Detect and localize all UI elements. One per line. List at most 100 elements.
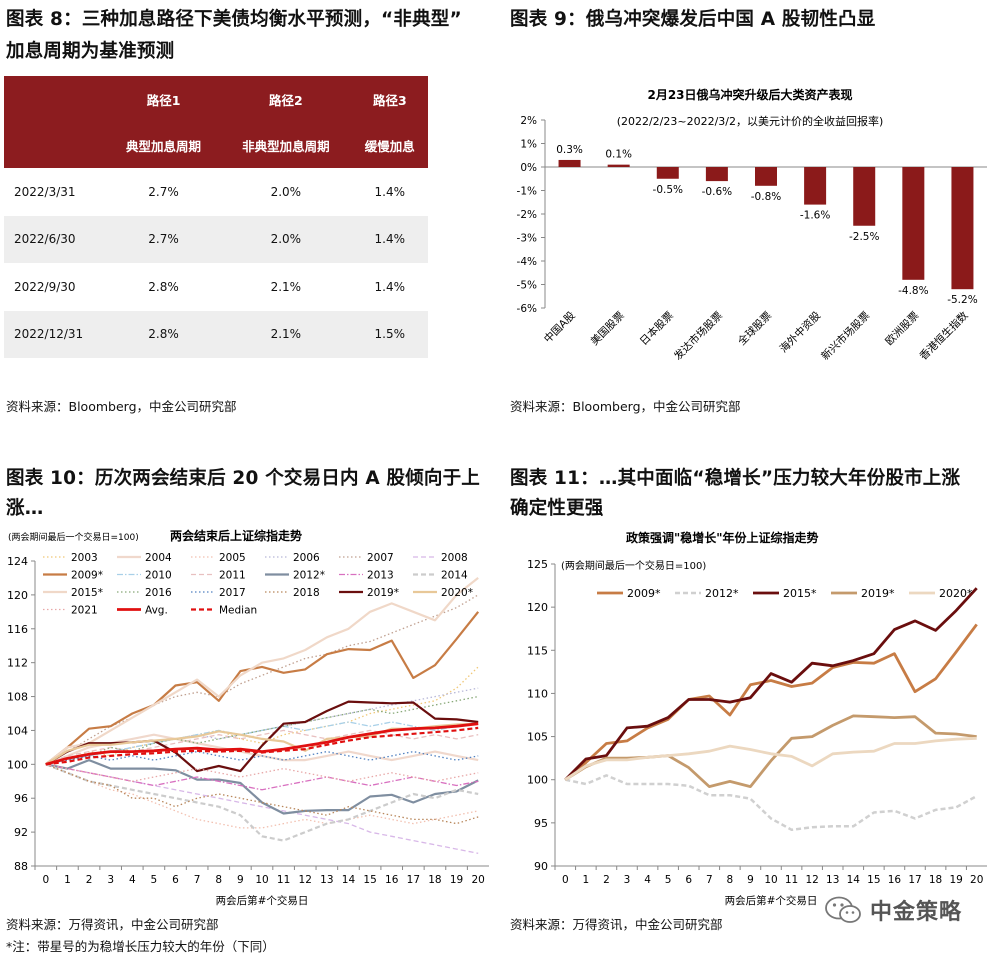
bar-value-label: 0.3% bbox=[556, 144, 583, 156]
series-line-2015-star bbox=[45, 577, 479, 766]
x-tick-label: 全球股票 bbox=[735, 309, 774, 348]
x-tick-label: 12 bbox=[299, 874, 312, 886]
table-cell: 1.4% bbox=[374, 279, 406, 294]
x-tick-label: 6 bbox=[685, 874, 692, 886]
table-header-cell bbox=[4, 76, 107, 122]
bar bbox=[853, 167, 876, 226]
legend-label: 2015* bbox=[783, 587, 817, 600]
x-tick-label: 16 bbox=[888, 874, 902, 886]
x-tick-label: 8 bbox=[215, 874, 222, 886]
x-tick-label: 7 bbox=[194, 874, 201, 886]
legend-label: 2020* bbox=[939, 587, 973, 600]
bar-value-label: -0.6% bbox=[702, 186, 732, 198]
legend-label: 2021 bbox=[71, 605, 98, 617]
y-axis-label: (两会期间最后一个交易日=100) bbox=[561, 559, 706, 572]
y-tick-label: 108 bbox=[7, 691, 28, 704]
bar-value-label: -0.5% bbox=[653, 184, 683, 196]
y-tick-label: 95 bbox=[534, 817, 548, 830]
watermark-text: 中金策略 bbox=[870, 900, 963, 925]
bar-value-label: -4.8% bbox=[898, 285, 928, 297]
x-tick-label: 0 bbox=[42, 874, 49, 886]
series-line-2009-star bbox=[45, 611, 480, 766]
table-cell: 1.5% bbox=[351, 310, 428, 358]
table-header-cell: 路径3 bbox=[351, 76, 428, 122]
x-tick-label: 19 bbox=[949, 874, 962, 886]
series-line-median bbox=[45, 726, 479, 766]
y-tick-label: -4% bbox=[517, 256, 537, 268]
wechat-eye bbox=[851, 911, 855, 914]
panel9-source: 资料来源：Bloomberg，中金公司研究部 bbox=[510, 399, 741, 414]
x-tick-label: 18 bbox=[428, 874, 441, 886]
series-line-2020-star bbox=[564, 736, 977, 781]
table-cell: 2.8% bbox=[148, 279, 179, 294]
wechat-bubble-small bbox=[839, 905, 861, 923]
panel8-source: 资料来源：Bloomberg，中金公司研究部 bbox=[6, 399, 237, 414]
y-tick-label: 100 bbox=[7, 758, 28, 771]
legend-label: 2015* bbox=[71, 587, 103, 599]
legend-label: Avg. bbox=[145, 605, 168, 617]
bar bbox=[705, 167, 728, 182]
panel8-title-line2: 加息周期为基准预测 bbox=[6, 41, 175, 62]
y-tick-label: -3% bbox=[517, 233, 537, 245]
npc-all-years-line-chart: 两会结束后上证综指走势(两会期间最后一个交易日=100)889296100104… bbox=[7, 528, 489, 907]
legend-label: 2018 bbox=[293, 587, 320, 599]
y-tick-label: -2% bbox=[517, 209, 537, 221]
table-header-cell: 路径1 bbox=[107, 76, 221, 122]
x-tick-label: 7 bbox=[706, 874, 713, 886]
x-tick-label: 2 bbox=[603, 874, 610, 886]
y-tick-label: 116 bbox=[7, 623, 28, 636]
legend-label: Median bbox=[219, 605, 257, 617]
table-cell: 2.1% bbox=[220, 310, 352, 358]
chart-title: 2月23日俄乌冲突升级后大类资产表现 bbox=[647, 87, 852, 102]
table-row: 2022/9/30 2.8% 2.1% 1.4% bbox=[4, 263, 428, 311]
table-header-row-1: 路径1 路径2 路径3 bbox=[4, 76, 428, 122]
table-cell: 2.8% bbox=[107, 310, 221, 358]
table-cell: 2.7% bbox=[148, 184, 179, 199]
stable-growth-years-line-chart: 政策强调"稳增长"年份上证综指走势(两会期间最后一个交易日=100)909510… bbox=[527, 530, 987, 907]
x-tick-label: 海外中资股 bbox=[777, 309, 824, 356]
panel10-title-line1: 图表 10：历次两会结束后 20 个交易日内 A 股倾向于上 bbox=[6, 468, 481, 489]
x-tick-label: 5 bbox=[665, 874, 672, 886]
y-tick-label: 100 bbox=[527, 774, 548, 787]
x-tick-label: 3 bbox=[107, 874, 114, 886]
series-line-2017 bbox=[45, 750, 479, 765]
x-tick-label: 发达市场股票 bbox=[671, 309, 725, 363]
bar-value-label: -0.8% bbox=[751, 191, 781, 203]
legend-label: 2009* bbox=[71, 570, 103, 582]
x-tick-label: 8 bbox=[727, 874, 734, 886]
x-tick-label: 0 bbox=[562, 874, 569, 886]
y-tick-label: 92 bbox=[14, 826, 28, 839]
x-tick-label: 日本股票 bbox=[637, 309, 676, 348]
table-cell: 2022/12/31 bbox=[4, 310, 107, 358]
x-tick-label: 14 bbox=[847, 874, 861, 886]
y-axis-label: (两会期间最后一个交易日=100) bbox=[8, 531, 139, 543]
legend-label: 2010 bbox=[145, 570, 172, 582]
panel11-source: 资料来源：万得资讯，中金公司研究部 bbox=[510, 917, 723, 932]
legend-label: 2009* bbox=[627, 587, 661, 600]
legend-label: 2019* bbox=[861, 587, 895, 600]
chart-subtitle: (2022/2/23~2022/3/2，以美元计价的全收益回报率) bbox=[617, 114, 884, 128]
panel11-title-line2: 确定性更强 bbox=[510, 498, 604, 519]
x-tick-label: 9 bbox=[747, 874, 754, 886]
x-axis-label: 两会后第#个交易日 bbox=[216, 894, 309, 907]
bar-value-label: -2.5% bbox=[849, 231, 879, 243]
table-row: 2022/12/31 2.8% 2.1% 1.5% bbox=[4, 310, 428, 358]
legend-label: 2007 bbox=[367, 552, 394, 564]
table-cell: 1.4% bbox=[374, 184, 406, 199]
table-header-cell: 典型加息周期 bbox=[107, 122, 221, 168]
x-tick-label: 18 bbox=[929, 874, 942, 886]
x-tick-label: 5 bbox=[151, 874, 158, 886]
x-tick-label: 1 bbox=[64, 874, 71, 886]
table-cell: 2022/9/30 bbox=[14, 279, 76, 294]
table-row: 2022/6/30 2.7% 2.0% 1.4% bbox=[4, 215, 428, 263]
x-tick-label: 3 bbox=[624, 874, 631, 886]
wechat-eye bbox=[832, 903, 837, 907]
bar bbox=[656, 167, 679, 179]
series-line-2019-star bbox=[45, 700, 479, 773]
x-tick-label: 16 bbox=[385, 874, 399, 886]
series-line-2005 bbox=[45, 763, 479, 829]
x-tick-label: 香港恒生指数 bbox=[917, 309, 971, 363]
panel9-title: 图表 9：俄乌冲突爆发后中国 A 股韧性凸显 bbox=[510, 9, 876, 30]
table-header-row-2: 典型加息周期 非典型加息周期 缓慢加息 bbox=[4, 122, 428, 168]
y-tick-label: 120 bbox=[7, 589, 28, 602]
